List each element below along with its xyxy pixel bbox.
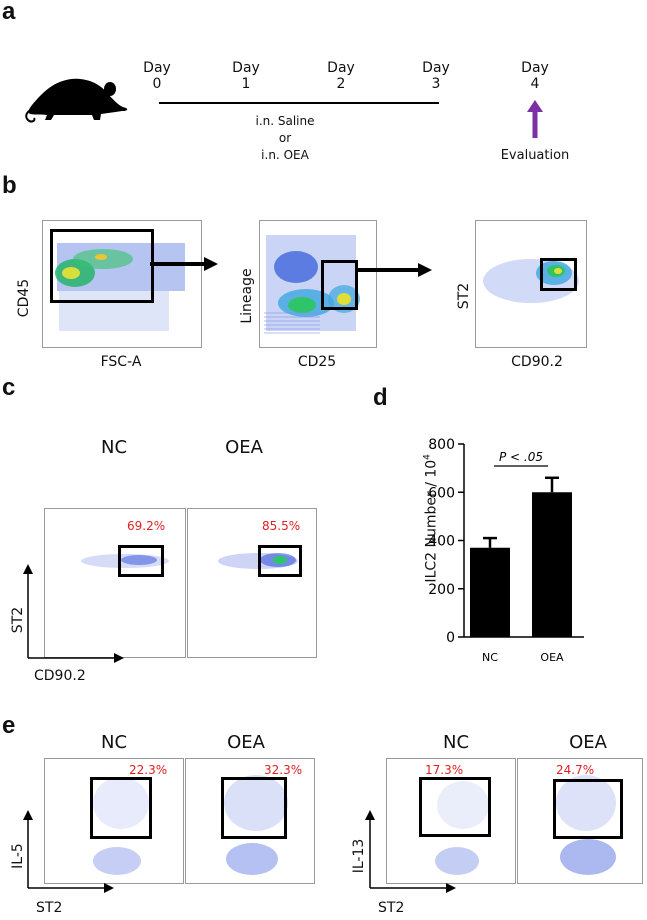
gating-plot-cd45-fsc [42, 220, 202, 348]
panel-letter-d: d [373, 384, 388, 411]
density-scatter [435, 781, 489, 875]
panel-c-xlabel: CD90.2 [34, 668, 86, 684]
flow-plot-il13-oea: 24.7% [517, 758, 643, 884]
day-1-label: Day 1 [232, 60, 260, 92]
panel-letter-c: c [2, 374, 16, 401]
gating-ylabel-3: ST2 [456, 282, 472, 310]
gate-percent: 85.5% [262, 519, 301, 533]
y-tick-label: 0 [446, 630, 455, 646]
mouse-icon [25, 78, 128, 123]
day-0-label: Day 0 [143, 60, 171, 92]
group-label-nc: NC [100, 437, 128, 458]
axis-arrows [23, 564, 124, 663]
panel-letter-e: e [2, 712, 16, 739]
gate-percent: 32.3% [264, 763, 303, 777]
timeline-axis [159, 102, 439, 104]
gating-xlabel-3: CD90.2 [511, 354, 563, 370]
evaluation-label: Evaluation [500, 148, 570, 163]
gating-plot-st2-cd90 [475, 220, 587, 348]
panel-letter-a: a [2, 0, 16, 25]
day-4-label: Day 4 [521, 60, 549, 92]
gate-box [118, 545, 164, 577]
density-scatter [93, 777, 149, 875]
day-3-label: Day 3 [422, 60, 450, 92]
gate-arrow-icon [358, 263, 432, 277]
gate-box [553, 779, 623, 839]
gate-percent: 69.2% [127, 519, 166, 533]
gating-xlabel-2: CD25 [297, 354, 337, 370]
group-label-nc: NC [100, 732, 128, 753]
density-scatter [81, 554, 169, 568]
bar-chart: 0 200 400 600 800 NC OEA P < .05 [428, 437, 584, 664]
category-label-nc: NC [482, 651, 498, 664]
day-2-label: Day 2 [327, 60, 355, 92]
gate-arrow-icon [150, 257, 218, 271]
bar-oea [532, 492, 572, 637]
panel-e-right-xlabel: ST2 [378, 900, 405, 916]
flow-plot-c-oea: 85.5% [187, 508, 317, 658]
gating-ylabel-1: CD45 [16, 278, 32, 318]
flow-plot-il13-nc: 17.3% [386, 758, 516, 884]
group-label-oea: OEA [225, 437, 263, 458]
density-scatter [556, 775, 616, 875]
flow-plot-c-nc: 69.2% [44, 508, 186, 658]
panel-letter-b: b [2, 172, 17, 199]
flow-plot-il5-nc: 22.3% [44, 758, 184, 884]
density-scatter [55, 243, 185, 331]
gate-box [50, 229, 154, 303]
panel-e-left-xlabel: ST2 [36, 900, 63, 916]
gate-percent: 17.3% [425, 763, 464, 777]
panel-e-left-ylabel: IL-5 [10, 843, 26, 869]
evaluation-arrow-icon [527, 100, 543, 138]
bar-nc [470, 547, 510, 637]
group-label-nc: NC [442, 732, 470, 753]
group-label-oea: OEA [227, 732, 265, 753]
density-scatter [483, 259, 579, 303]
axis-arrows [365, 810, 456, 893]
y-tick-label: 800 [428, 437, 455, 453]
gate-percent: 22.3% [129, 763, 168, 777]
axis-arrows [23, 810, 114, 893]
gating-xlabel-1: FSC-A [100, 354, 142, 370]
density-scatter [224, 775, 288, 875]
y-tick-label: 600 [428, 485, 455, 501]
gate-box [221, 777, 287, 839]
gate-box [90, 777, 152, 839]
gate-box [419, 777, 491, 837]
category-label-oea: OEA [540, 651, 564, 664]
gate-box [321, 260, 358, 310]
y-tick-label: 400 [428, 534, 455, 550]
significance-annotation: P < .05 [499, 450, 543, 464]
panel-e-right-ylabel: IL-13 [351, 838, 367, 874]
gating-ylabel-2: Lineage [239, 268, 255, 324]
panel-c-ylabel: ST2 [10, 606, 26, 634]
gate-box [258, 545, 302, 577]
group-label-oea: OEA [569, 732, 607, 753]
y-tick-label: 200 [428, 582, 455, 598]
gate-box [540, 258, 577, 291]
density-scatter [264, 235, 360, 334]
gating-plot-lineage-cd25 [259, 220, 377, 348]
gate-percent: 24.7% [556, 763, 595, 777]
flow-plot-il5-oea: 32.3% [185, 758, 315, 884]
treatment-text: i.n. Saline or i.n. OEA [255, 114, 315, 162]
